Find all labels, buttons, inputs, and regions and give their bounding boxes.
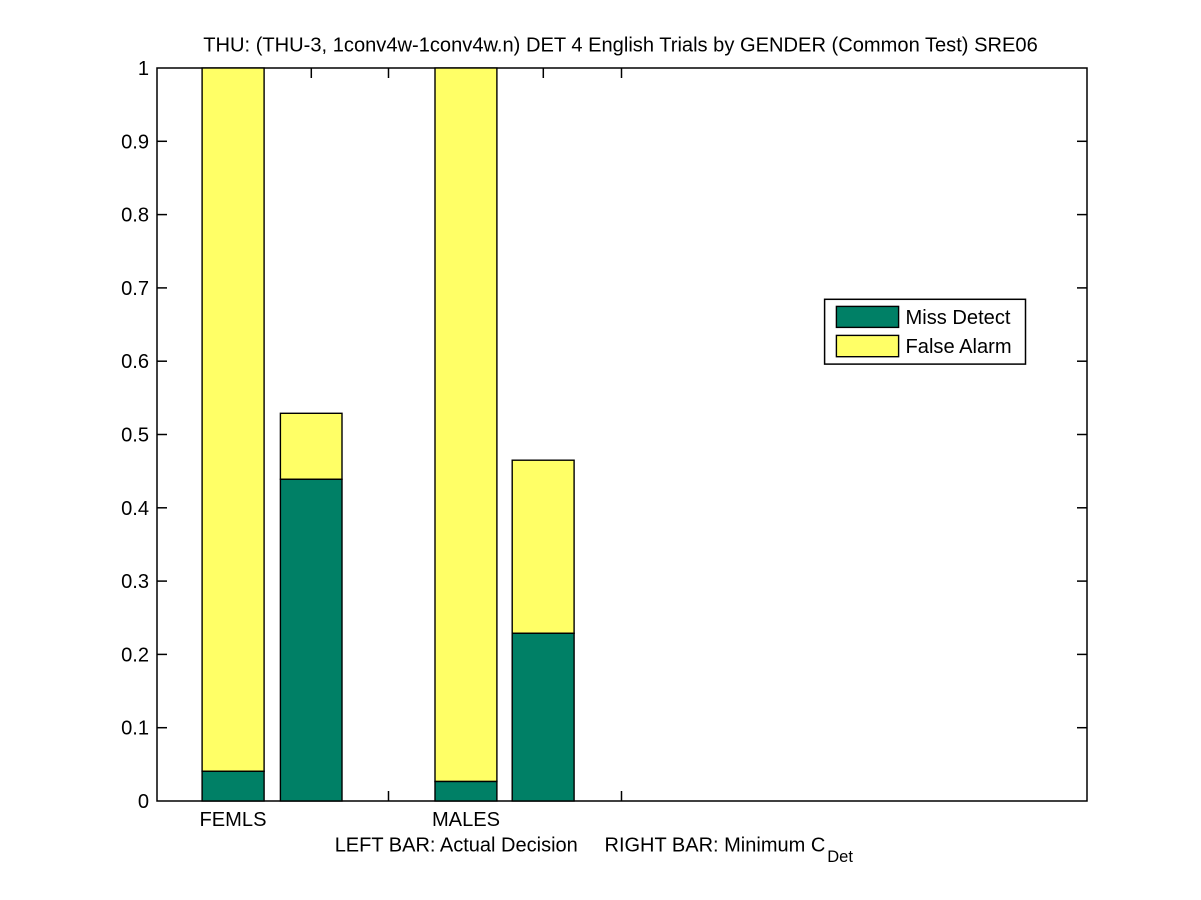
- svg-text:Miss Detect: Miss Detect: [906, 307, 1011, 329]
- svg-text:0.5: 0.5: [121, 425, 149, 447]
- svg-text:0.3: 0.3: [121, 571, 149, 593]
- svg-text:1: 1: [138, 58, 149, 80]
- svg-text:THU: (THU-3, 1conv4w-1conv4w.n: THU: (THU-3, 1conv4w-1conv4w.n) DET 4 En…: [203, 35, 1038, 57]
- svg-text:0.8: 0.8: [121, 205, 149, 227]
- svg-text:0.7: 0.7: [121, 278, 149, 300]
- svg-text:0.9: 0.9: [121, 131, 149, 153]
- svg-text:0.6: 0.6: [121, 351, 149, 373]
- svg-text:False Alarm: False Alarm: [906, 336, 1012, 358]
- svg-text:0.1: 0.1: [121, 718, 149, 740]
- svg-text:FEMLS: FEMLS: [200, 809, 267, 831]
- svg-text:0: 0: [138, 791, 149, 813]
- svg-text:0.4: 0.4: [121, 498, 149, 520]
- svg-text:LEFT BAR: Actual Decision: LEFT BAR: Actual Decision: [335, 835, 578, 857]
- svg-text:MALES: MALES: [432, 809, 500, 831]
- svg-text:0.2: 0.2: [121, 644, 149, 666]
